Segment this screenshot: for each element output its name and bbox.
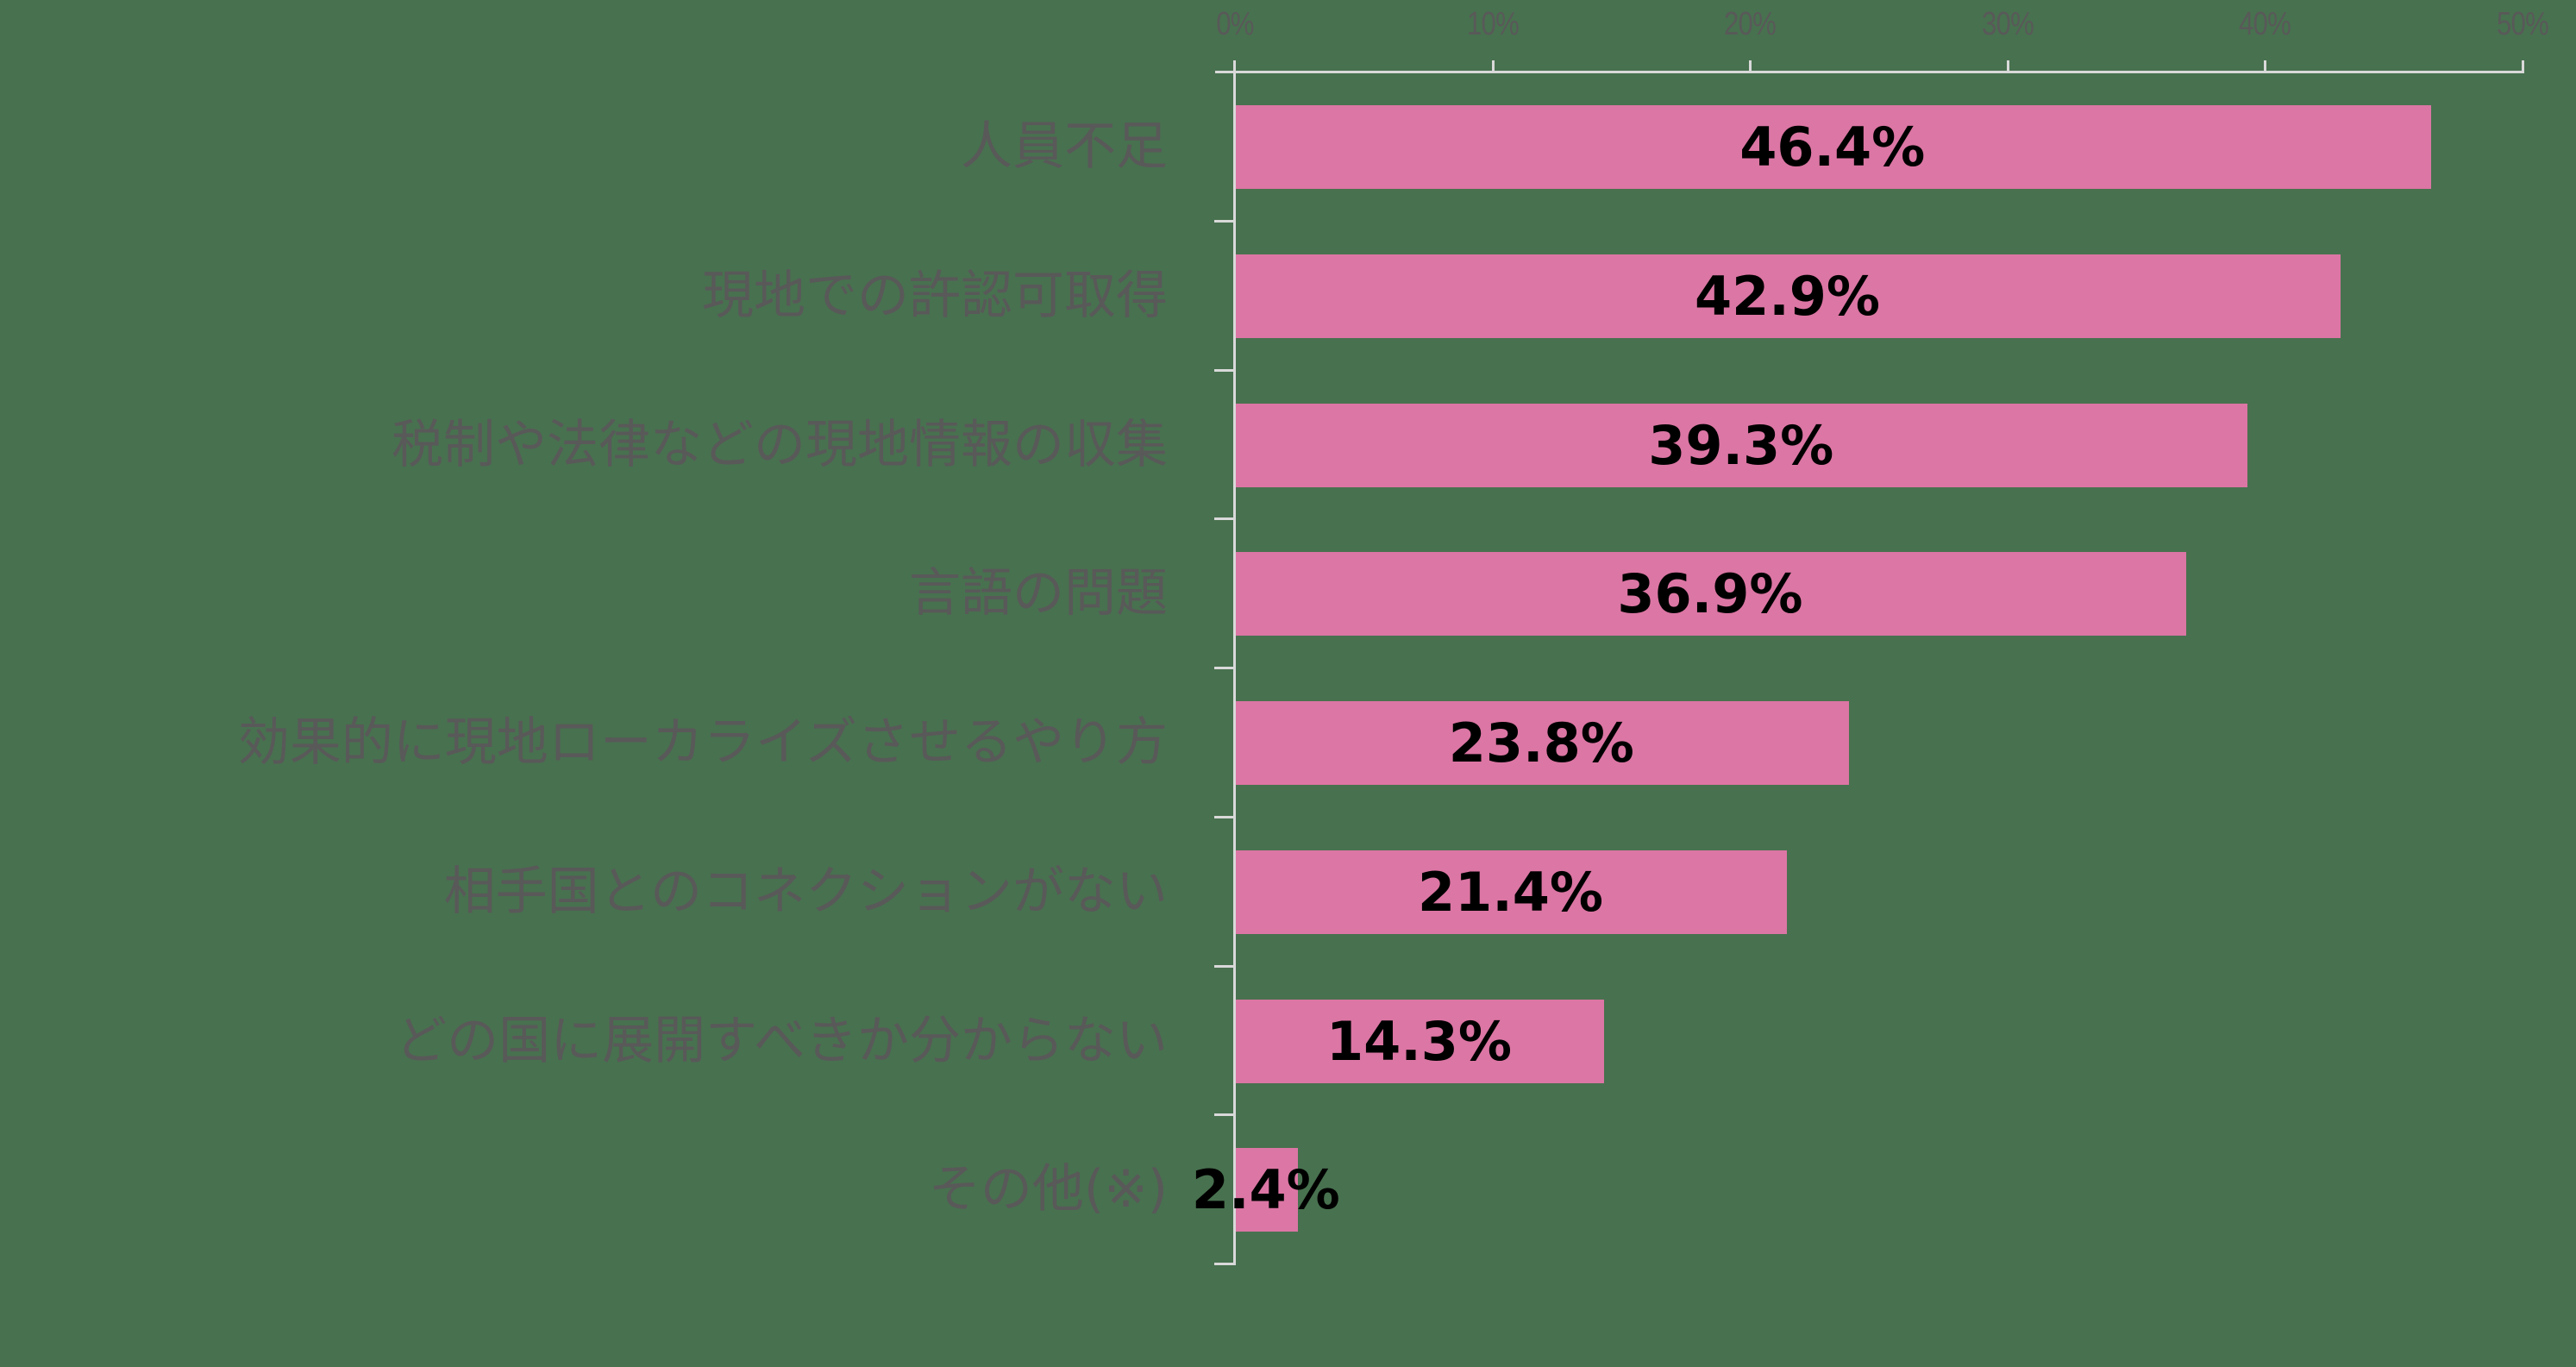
category-label: 人員不足 [961,116,1168,177]
x-tick-mark [1491,60,1495,72]
value-label: 42.9% [1694,264,1881,328]
x-tick-label: 10% [1466,6,1520,42]
y-axis-line [1233,60,1236,1265]
x-tick-label: 50% [2497,6,2549,42]
value-label: 14.3% [1326,1009,1513,1073]
category-label: どの国に展開すべきか分からない [395,1010,1168,1071]
value-label: 2.4% [1191,1158,1340,1222]
x-tick-label: 40% [2239,6,2291,42]
category-label: 言語の問題 [909,563,1168,624]
bar [1236,1148,1298,1232]
x-tick-mark [2006,60,2009,72]
category-label: その他(※) [928,1159,1168,1220]
y-tick-mark [1214,517,1235,521]
value-label: 21.4% [1417,860,1604,924]
bar [1236,254,2341,338]
y-tick-mark [1214,667,1235,669]
category-label: 効果的に現地ローカライズさせるやり方 [237,712,1168,773]
bar [1236,850,1787,934]
value-label: 46.4% [1739,116,1926,179]
bar [1236,552,2186,636]
x-tick-mark [1749,60,1752,72]
value-label: 23.8% [1448,712,1634,774]
y-tick-mark [1214,1113,1235,1117]
y-tick-mark [1214,219,1235,223]
x-axis-line [1215,71,2524,73]
value-label: 36.9% [1617,562,1803,626]
y-tick-mark [1214,368,1235,372]
x-tick-label: 0% [1216,6,1254,42]
y-tick-mark [1214,815,1235,818]
bar [1236,999,1604,1083]
category-label: 現地での許認可取得 [702,265,1168,326]
bar [1236,105,2431,189]
x-tick-label: 20% [1724,6,1777,42]
bar [1236,701,1849,785]
y-tick-mark [1214,1263,1235,1265]
x-tick-mark [2264,60,2267,72]
category-label: 相手国とのコネクションがない [443,861,1168,922]
x-tick-label: 30% [1981,6,2034,42]
value-label: 39.3% [1648,413,1834,477]
x-tick-mark [2522,60,2524,72]
bar [1236,403,2248,487]
y-tick-mark [1214,964,1235,968]
category-label: 税制や法律などの現地情報の収集 [392,414,1168,475]
